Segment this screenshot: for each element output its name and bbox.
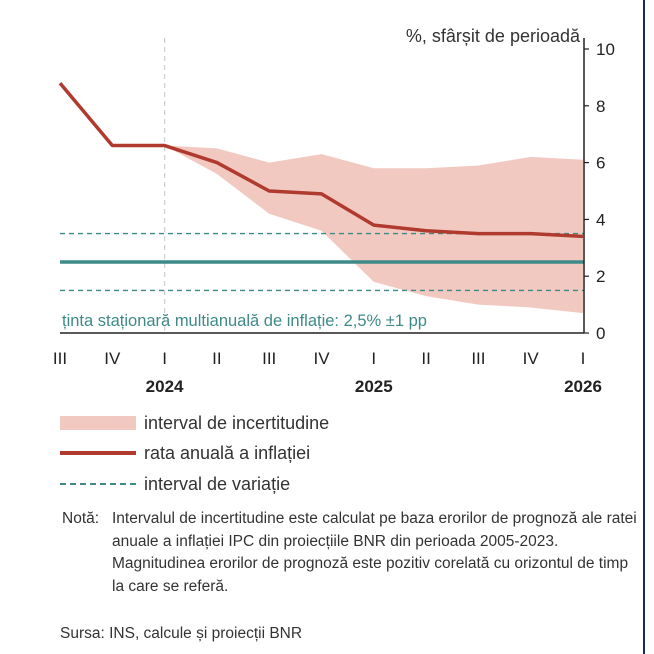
series-line-0 <box>58 81 584 239</box>
y-tick-label: 0 <box>596 324 605 343</box>
y-tick-label: 6 <box>596 154 605 173</box>
y-tick-label: 2 <box>596 267 605 286</box>
x-year-label: 2024 <box>146 377 184 396</box>
x-year-label: 2025 <box>355 377 393 396</box>
legend-dashed-swatch <box>60 471 136 497</box>
legend-dashed-label: interval de variație <box>144 473 291 494</box>
inflation-line-layer <box>58 81 584 239</box>
x-tick-label: II <box>212 349 221 368</box>
x-tick-label: III <box>53 349 67 368</box>
chart-source: Sursa: INS, calcule și proiecții BNR <box>60 625 303 642</box>
x-year-label: 2026 <box>564 377 602 396</box>
x-tick-label: I <box>581 349 586 368</box>
y-tick-label: 4 <box>596 210 605 229</box>
unit-label: %, sfârșit de perioadă <box>406 26 581 46</box>
x-tick-label: III <box>471 349 485 368</box>
y-tick-label: 10 <box>596 40 615 59</box>
legend-item-dashed: interval de variație <box>60 471 290 497</box>
x-tick-label: I <box>371 349 376 368</box>
x-tick-label: I <box>162 349 167 368</box>
legend-line-label: rata anuală a inflației <box>144 442 311 463</box>
x-tick-label: IV <box>523 349 540 368</box>
panel-border <box>643 0 645 654</box>
note-text: Intervalul de incertitudine este calcula… <box>112 510 637 595</box>
target-annotation: ținta staționară multianuală de inflație… <box>62 312 427 330</box>
legend-line-swatch <box>60 440 136 466</box>
note-label: Notă: <box>62 510 100 527</box>
x-tick-label: IV <box>104 349 121 368</box>
x-tick-label: IV <box>313 349 330 368</box>
legend-band-swatch <box>60 410 136 436</box>
uncertainty-band-layer <box>164 145 583 314</box>
legend-band-label: interval de incertitudine <box>144 412 330 433</box>
legend-item-line: rata anuală a inflației <box>60 440 310 466</box>
legend-item-band: interval de incertitudine <box>60 410 329 436</box>
x-tick-label: III <box>262 349 276 368</box>
uncertainty-band <box>164 145 583 314</box>
chart-note: Notă: Intervalul de incertitudine este c… <box>62 508 642 598</box>
x-tick-label: II <box>421 349 430 368</box>
y-tick-label: 8 <box>596 97 605 116</box>
